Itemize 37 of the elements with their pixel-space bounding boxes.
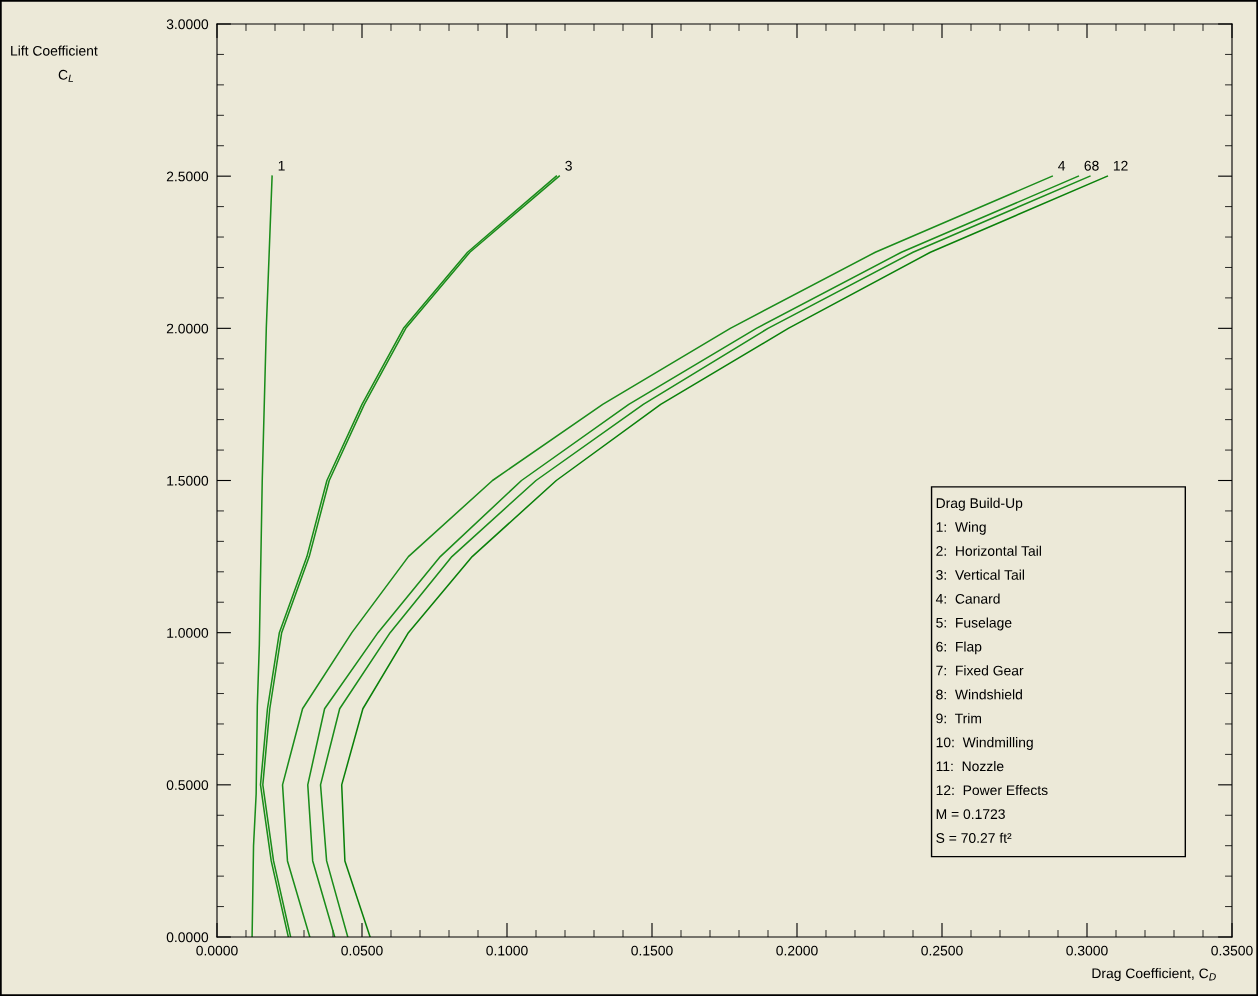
- y-tick-label: 2.5000: [166, 171, 209, 182]
- annotation: 68: [1084, 160, 1099, 171]
- annotation: 2: Horizontal Tail: [936, 545, 1041, 556]
- annotation: 9: Trim: [936, 713, 981, 724]
- annotation: 8: Windshield: [936, 689, 1022, 700]
- x-tick-label: 0.2500: [921, 945, 963, 956]
- x-axis-title: Drag Coefficient, C$_{D}$: [1092, 968, 1216, 981]
- y-tick-label: 0.0000: [166, 932, 209, 943]
- annotation: 12: Power Effects: [936, 784, 1048, 796]
- annotation: 1: Wing: [936, 521, 986, 535]
- y-tick-label: 1.0000: [167, 628, 209, 638]
- annotation: 1: [278, 160, 285, 171]
- annotation: 4: Canard: [935, 593, 1000, 604]
- annotation: 6: Flap: [936, 641, 982, 655]
- x-tick-label: 0.3500: [1211, 945, 1253, 956]
- x-tick-label: 0.1500: [631, 945, 673, 956]
- y-tick-label: 3.0000: [166, 19, 209, 30]
- x-tick-label: 0.2000: [776, 945, 818, 956]
- annotation: 7: Fixed Gear: [936, 665, 1024, 676]
- x-tick-label: 0.3000: [1066, 945, 1108, 956]
- annotation: S = 70.27 ft²: [936, 832, 1012, 843]
- annotation: 12: [1113, 160, 1128, 171]
- y-tick-label: 2.0000: [166, 323, 209, 334]
- y-axis-title: Lift Coefficient C$_{L}$: [11, 45, 98, 82]
- x-tick-label: 0.0500: [341, 945, 383, 956]
- x-tick-label: 0.0000: [196, 945, 238, 956]
- annotation: Drag Build-Up: [936, 497, 1023, 511]
- annotation: M = 0.1723: [936, 809, 1005, 820]
- annotation: 5: Fuselage: [936, 617, 1012, 631]
- x-tick-label: 0.1000: [486, 945, 528, 956]
- annotation: 10: Windmilling: [936, 737, 1033, 751]
- annotation: 11: Nozzle: [936, 760, 1004, 772]
- y-tick-label: 0.5000: [166, 780, 209, 790]
- annotation: 3: Vertical Tail: [936, 569, 1024, 580]
- annotation: 4: [1058, 160, 1066, 171]
- annotation: 3: [565, 160, 572, 171]
- y-tick-label: 1.5000: [167, 475, 209, 486]
